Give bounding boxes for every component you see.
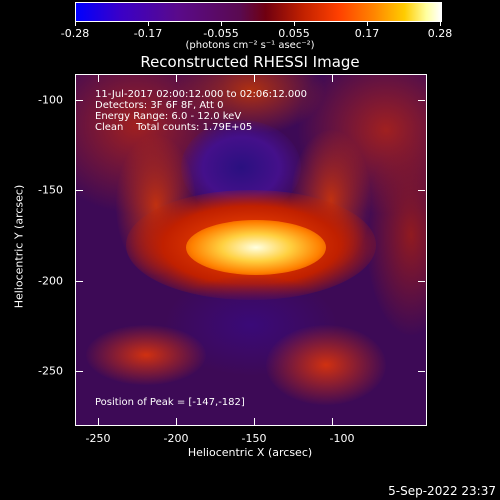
y-tick: [76, 190, 83, 191]
x-tick-label: -100: [329, 432, 355, 445]
plot-timestamp: 5-Sep-2022 23:37: [388, 484, 496, 498]
colorbar-tick: [294, 21, 295, 26]
colorbar-tick: [221, 21, 222, 26]
x-tick: [254, 75, 255, 82]
colorbar-tick-label: -0.17: [133, 27, 163, 40]
y-tick: [76, 281, 83, 282]
image-region: [186, 220, 326, 275]
colorbar-tick: [367, 21, 368, 26]
y-tick-label: -250: [38, 364, 63, 378]
info-counts: Clean Total counts: 1.79E+05: [95, 122, 253, 133]
x-tick: [98, 418, 99, 425]
info-time-range: 11-Jul-2017 02:00:12.000 to 02:06:12.000: [95, 89, 307, 100]
colorbar-tick-label: -0.28: [60, 27, 90, 40]
colorbar: [75, 2, 442, 22]
image-region: [86, 325, 206, 385]
x-tick: [332, 418, 333, 425]
colorbar-tick-label: 0.17: [354, 27, 380, 40]
info-energy-range: Energy Range: 6.0 - 12.0 keV: [95, 111, 242, 122]
x-tick: [98, 75, 99, 82]
y-tick-label: -100: [38, 93, 63, 107]
y-tick: [418, 100, 425, 101]
colorbar-tick-label: 0.28: [427, 27, 453, 40]
x-tick: [332, 75, 333, 82]
y-tick: [418, 371, 425, 372]
x-axis-label: Heliocentric X (arcsec): [187, 446, 313, 459]
peak-position: Position of Peak = [-147,-182]: [95, 397, 245, 408]
x-tick: [176, 418, 177, 425]
colorbar-tick: [440, 21, 441, 26]
observation-info: 11-Jul-2017 02:00:12.000 to 02:06:12.000…: [95, 89, 307, 133]
y-tick-label: -150: [38, 183, 63, 197]
image-region: [266, 325, 386, 405]
y-tick: [76, 371, 83, 372]
x-tick-label: -150: [241, 432, 267, 445]
colorbar-tick-label: 0.055: [278, 27, 310, 40]
y-tick: [418, 281, 425, 282]
colorbar-tick-label: -0.055: [203, 27, 239, 40]
y-tick: [76, 100, 83, 101]
colorbar-tick: [75, 21, 76, 26]
solar-image: 11-Jul-2017 02:00:12.000 to 02:06:12.000…: [75, 74, 427, 426]
image-title: Reconstructed RHESSI Image: [140, 53, 360, 71]
colorbar-units: (photons cm⁻² s⁻¹ asec⁻²): [185, 40, 315, 51]
colorbar-tick: [148, 21, 149, 26]
y-tick-label: -200: [38, 274, 63, 288]
info-detectors: Detectors: 3F 6F 8F, Att 0: [95, 100, 224, 111]
x-tick-label: -200: [163, 432, 189, 445]
y-axis-label: Heliocentric Y (arcsec): [12, 184, 26, 309]
x-tick: [254, 418, 255, 425]
x-tick-label: -250: [85, 432, 111, 445]
y-tick: [418, 190, 425, 191]
x-tick: [176, 75, 177, 82]
